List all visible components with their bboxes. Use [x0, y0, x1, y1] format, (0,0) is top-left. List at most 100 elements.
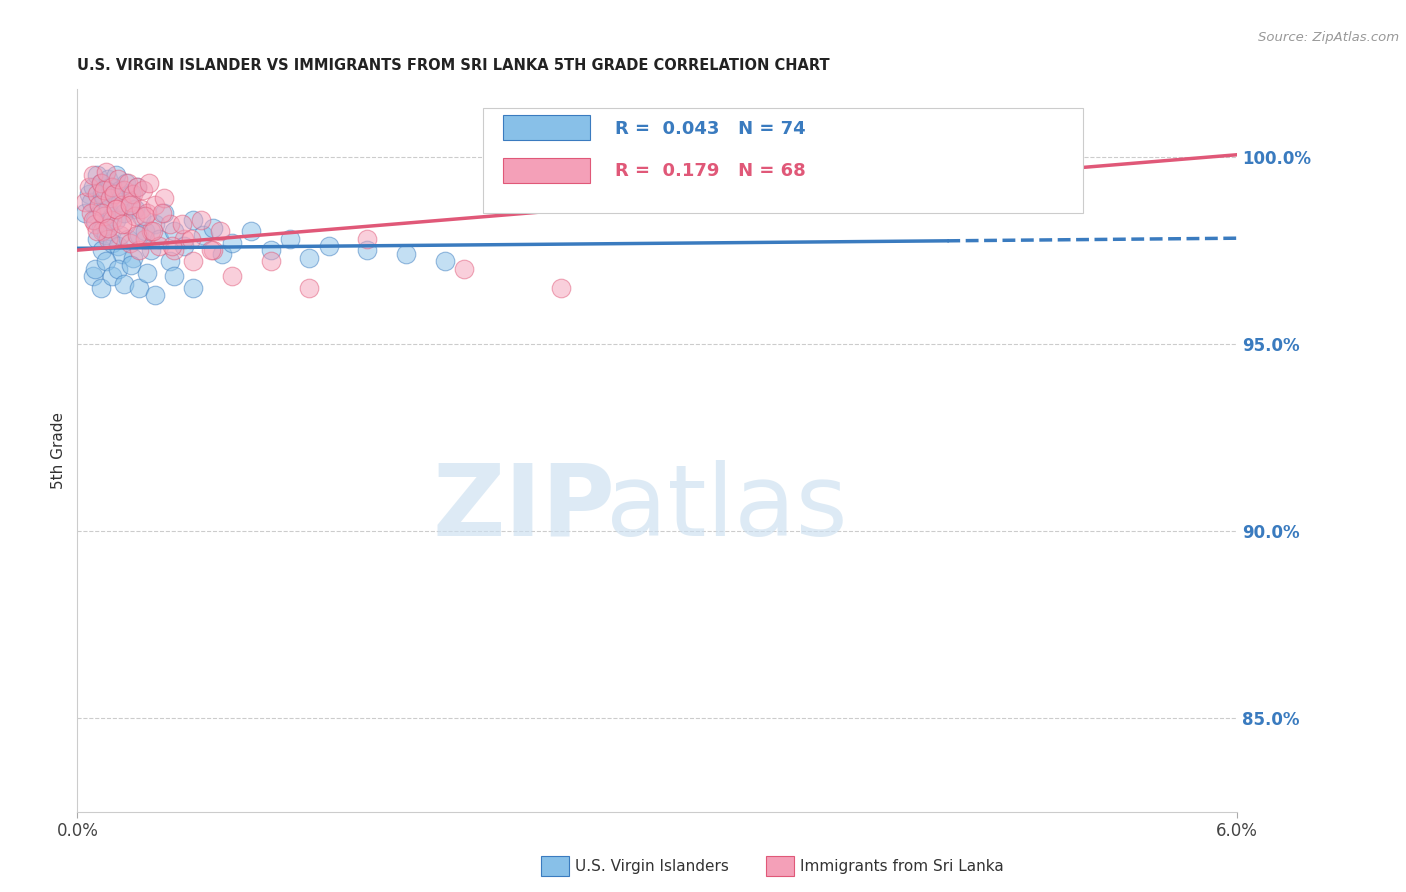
Point	[124, 210, 146, 224]
Point	[111, 217, 134, 231]
Point	[80, 194, 103, 209]
Point	[153, 191, 176, 205]
Point	[298, 280, 321, 294]
Point	[135, 266, 157, 280]
Point	[112, 277, 135, 291]
Point	[107, 261, 129, 276]
Point	[128, 228, 150, 243]
Point	[142, 224, 165, 238]
Point	[96, 228, 118, 243]
Point	[97, 220, 120, 235]
Point	[112, 183, 135, 197]
Text: ZIP: ZIP	[433, 459, 616, 557]
Point	[936, 131, 959, 145]
Point	[170, 217, 193, 231]
Point	[91, 205, 114, 219]
Point	[173, 232, 195, 246]
Point	[122, 251, 145, 265]
Point	[105, 202, 127, 216]
Point	[122, 187, 145, 202]
Text: Immigrants from Sri Lanka: Immigrants from Sri Lanka	[800, 859, 1004, 873]
Point	[96, 183, 118, 197]
Point	[93, 217, 115, 231]
Point	[152, 205, 174, 219]
Point	[77, 179, 100, 194]
Point	[111, 198, 134, 212]
Point	[101, 213, 124, 227]
Point	[98, 191, 121, 205]
Point	[105, 202, 127, 216]
Point	[129, 210, 152, 224]
Point	[105, 213, 127, 227]
Point	[108, 194, 131, 209]
Point	[96, 164, 118, 178]
Point	[93, 183, 115, 197]
Point	[153, 205, 176, 219]
Point	[97, 202, 120, 216]
Point	[114, 176, 136, 190]
Point	[356, 232, 378, 246]
Point	[139, 243, 162, 257]
Point	[108, 228, 131, 243]
Point	[86, 187, 108, 202]
Point	[83, 217, 105, 231]
Point	[98, 224, 121, 238]
Point	[112, 205, 135, 219]
Text: U.S. VIRGIN ISLANDER VS IMMIGRANTS FROM SRI LANKA 5TH GRADE CORRELATION CHART: U.S. VIRGIN ISLANDER VS IMMIGRANTS FROM …	[77, 58, 830, 73]
Point	[128, 280, 150, 294]
Point	[90, 280, 111, 294]
Point	[108, 183, 131, 197]
Point	[143, 288, 166, 302]
Point	[209, 224, 232, 238]
Point	[124, 202, 146, 216]
Point	[183, 213, 205, 227]
Point	[93, 191, 115, 205]
Text: R =  0.043   N = 74: R = 0.043 N = 74	[614, 120, 806, 137]
Point	[240, 224, 263, 238]
Point	[87, 198, 110, 212]
Point	[128, 243, 150, 257]
Point	[91, 224, 114, 238]
Point	[173, 239, 195, 253]
Point	[97, 172, 120, 186]
Point	[103, 187, 125, 202]
Point	[90, 220, 111, 235]
Point	[101, 179, 124, 194]
Point	[318, 239, 340, 253]
Point	[103, 187, 125, 202]
Point	[200, 243, 222, 257]
Point	[190, 213, 212, 227]
Point	[159, 217, 181, 231]
Point	[82, 179, 104, 194]
Point	[132, 183, 155, 197]
Point	[278, 232, 301, 246]
Point	[134, 232, 156, 246]
Point	[83, 261, 105, 276]
Point	[121, 194, 143, 209]
Point	[211, 247, 233, 261]
Point	[96, 254, 118, 268]
Point	[433, 254, 456, 268]
Point	[117, 176, 139, 190]
Point	[221, 235, 243, 250]
Point	[143, 217, 166, 231]
Point	[101, 269, 124, 284]
Point	[180, 232, 202, 246]
Point	[87, 198, 110, 212]
Point	[82, 213, 104, 227]
Point	[183, 254, 205, 268]
Point	[191, 228, 214, 243]
Text: Source: ZipAtlas.com: Source: ZipAtlas.com	[1258, 31, 1399, 45]
Point	[163, 269, 186, 284]
Point	[139, 224, 162, 238]
FancyBboxPatch shape	[503, 159, 589, 183]
Point	[117, 232, 139, 246]
Point	[105, 169, 127, 183]
Text: R =  0.179   N = 68: R = 0.179 N = 68	[614, 161, 806, 180]
Point	[82, 169, 104, 183]
Point	[107, 172, 129, 186]
Point	[974, 142, 997, 156]
Point	[148, 232, 170, 246]
Point	[75, 194, 96, 209]
Point	[221, 269, 243, 284]
